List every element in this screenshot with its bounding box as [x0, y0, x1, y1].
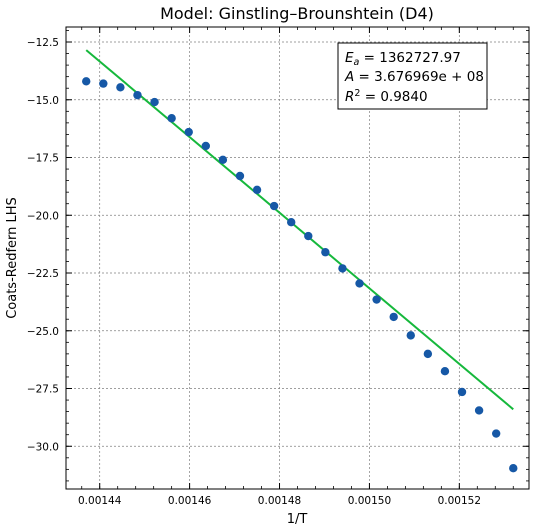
data-point — [99, 79, 108, 88]
data-point — [133, 90, 142, 100]
data-point — [372, 295, 381, 304]
data-point — [150, 97, 159, 107]
annotation-frame — [337, 42, 488, 110]
y-tick-label: −25.0 — [27, 326, 59, 338]
annotation-line: A = 3.676969e + 08 — [344, 69, 484, 85]
fit-line — [85, 49, 514, 411]
y-tick-label: −12.5 — [27, 37, 59, 49]
data-point — [474, 406, 484, 415]
data-point — [167, 114, 176, 123]
x-axis-label: 1/T — [287, 512, 308, 527]
x-tick-label: 0.00146 — [168, 495, 212, 507]
y-tick-label: −30.0 — [27, 441, 59, 453]
ticks: 0.00144 0.00146 0.00148 0.00150 0.00152 −12.5… — [27, 27, 529, 507]
data-point — [355, 279, 364, 288]
data-point — [218, 155, 228, 165]
data-point — [389, 312, 398, 322]
y-axis-label: Coats-Redfern LHS — [5, 197, 20, 319]
data-point — [406, 331, 415, 340]
data-point — [304, 231, 313, 241]
data-point — [201, 141, 210, 151]
data-point — [509, 464, 518, 473]
y-tick-label: −27.5 — [27, 384, 59, 396]
x-tick-label: 0.00152 — [438, 495, 481, 507]
data-point — [82, 77, 91, 86]
plot-frame — [65, 26, 530, 490]
data-point — [184, 127, 193, 137]
y-tick-label: −15.0 — [27, 95, 59, 107]
x-tick-label: 0.00150 — [348, 495, 391, 507]
data-point — [457, 387, 467, 397]
series-layer — [82, 49, 518, 473]
data-point — [423, 349, 433, 359]
y-tick-label: −20.0 — [27, 210, 59, 222]
data-point — [287, 217, 296, 227]
x-tick-label: 0.00144 — [78, 495, 122, 507]
x-tick-label: 0.00148 — [258, 495, 301, 507]
data-point — [440, 366, 450, 376]
data-point — [338, 264, 347, 273]
data-point — [491, 429, 501, 438]
data-point — [116, 83, 125, 92]
data-point — [269, 201, 279, 211]
annotation-line: Ea = 1362727.97 — [345, 50, 461, 68]
data-point — [252, 185, 262, 195]
chart-title: Model: Ginstling–Brounshtein (D4) — [160, 4, 434, 23]
y-tick-label: −17.5 — [27, 153, 59, 165]
data-point — [321, 248, 330, 257]
y-tick-label: −22.5 — [27, 268, 59, 280]
annotation-line: R2 = 0.9840 — [345, 88, 428, 105]
annotation-box: Ea = 1362727.97A = 3.676969e + 08 R2 = 0.… — [337, 42, 488, 110]
data-point — [235, 171, 245, 181]
